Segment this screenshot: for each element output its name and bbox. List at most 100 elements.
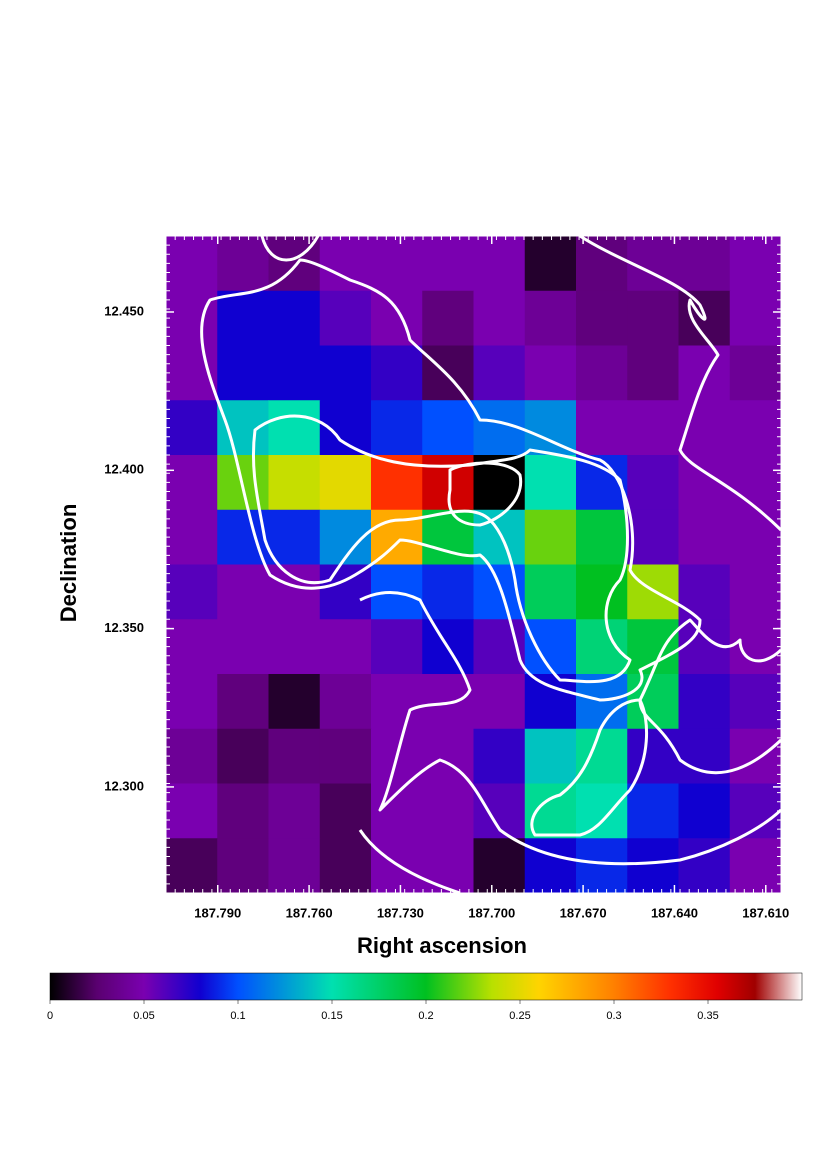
cell: [166, 564, 218, 620]
cell: [576, 400, 628, 456]
cell: [678, 783, 731, 839]
colorbar-tick-label: 0.35: [697, 1010, 718, 1022]
y-tick-label: 12.350: [104, 620, 144, 635]
cell: [319, 619, 372, 675]
cell: [166, 455, 218, 511]
cell: [729, 455, 781, 511]
cell: [473, 674, 526, 730]
cell: [678, 236, 731, 292]
cell: [627, 290, 679, 346]
cell: [576, 838, 628, 893]
cell: [422, 236, 474, 292]
cell: [576, 783, 628, 839]
cell: [576, 345, 628, 401]
cell: [524, 509, 577, 565]
cell: [524, 674, 577, 730]
cell: [473, 728, 526, 784]
cell: [217, 783, 269, 839]
heatmap: [166, 236, 781, 893]
cell: [576, 290, 628, 346]
cell: [473, 345, 526, 401]
cell: [319, 564, 372, 620]
cell: [371, 290, 423, 346]
cell: [422, 838, 474, 893]
cell: [166, 509, 218, 565]
x-tick-label: 187.670: [560, 905, 607, 920]
cell: [268, 728, 321, 784]
colorbar-tick-label: 0.1: [230, 1010, 245, 1022]
cell: [319, 290, 372, 346]
cell: [319, 674, 372, 730]
cell: [166, 619, 218, 675]
cell: [627, 345, 679, 401]
cell: [627, 728, 679, 784]
cell: [678, 345, 731, 401]
contour: [530, 698, 649, 837]
cell: [371, 400, 423, 456]
colorbar-tick-label: 0: [47, 1010, 53, 1022]
x-tick-label: 187.790: [194, 905, 241, 920]
cell: [678, 564, 731, 620]
cell: [627, 400, 679, 456]
x-tick-label: 187.640: [651, 905, 698, 920]
cell: [524, 345, 577, 401]
cell: [524, 400, 577, 456]
cell: [422, 290, 474, 346]
cell: [576, 509, 628, 565]
cell: [371, 345, 423, 401]
cell: [217, 236, 269, 292]
cell: [217, 290, 269, 346]
cell: [268, 400, 321, 456]
colorbar-tick-label: 0.3: [606, 1010, 621, 1022]
cell: [268, 564, 321, 620]
y-tick-label: 12.300: [104, 778, 144, 793]
colorbar-tick-label: 0.2: [418, 1010, 433, 1022]
cell: [524, 564, 577, 620]
cell: [422, 564, 474, 620]
x-tick-label: 187.760: [286, 905, 333, 920]
cell: [576, 236, 628, 292]
cell: [524, 455, 577, 511]
cell: [319, 345, 372, 401]
cell: [576, 619, 628, 675]
cell: [166, 783, 218, 839]
cell: [729, 400, 781, 456]
cell: [576, 564, 628, 620]
cell: [473, 838, 526, 893]
cell: [217, 838, 269, 893]
cell: [576, 674, 628, 730]
cell: [166, 674, 218, 730]
cell: [678, 728, 731, 784]
cell: [627, 564, 679, 620]
cell: [217, 400, 269, 456]
cell: [678, 509, 731, 565]
cell: [371, 619, 423, 675]
cell: [473, 290, 526, 346]
axis-ticks: [166, 236, 781, 893]
cell: [422, 400, 474, 456]
cell: [729, 345, 781, 401]
cell: [627, 783, 679, 839]
cell: [627, 455, 679, 511]
cell: [729, 838, 781, 893]
cell: [166, 728, 218, 784]
cell: [371, 236, 423, 292]
cell: [319, 236, 372, 292]
cell: [524, 728, 577, 784]
cell: [729, 728, 781, 784]
cell: [627, 619, 679, 675]
cell: [524, 290, 577, 346]
x-tick-label: 187.730: [377, 905, 424, 920]
cell: [729, 236, 781, 292]
cell: [319, 455, 372, 511]
cell: [217, 728, 269, 784]
y-tick-label: 12.400: [104, 462, 144, 477]
cell: [268, 674, 321, 730]
contour: [447, 461, 523, 527]
cell: [678, 674, 731, 730]
cell: [524, 619, 577, 675]
cell: [729, 674, 781, 730]
cell: [268, 509, 321, 565]
cell: [319, 728, 372, 784]
